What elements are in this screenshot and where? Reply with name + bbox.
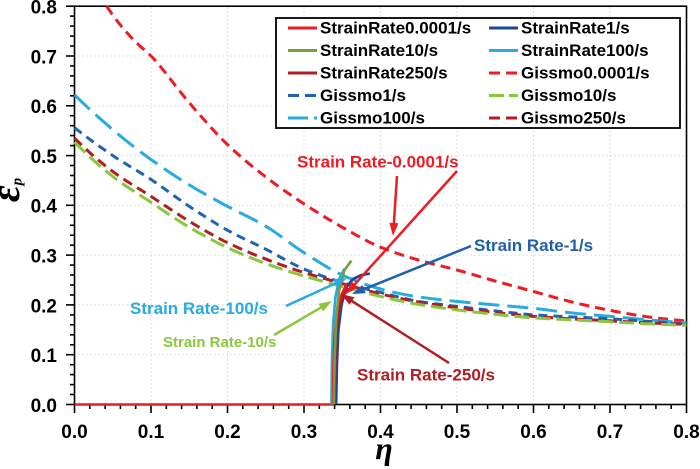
svg-text:Gissmo0.0001/s: Gissmo0.0001/s <box>521 64 650 83</box>
svg-text:0.6: 0.6 <box>31 97 57 118</box>
svg-text:Gissmo250/s: Gissmo250/s <box>521 109 626 128</box>
svg-text:0.7: 0.7 <box>597 422 623 443</box>
svg-text:Strain Rate-10/s: Strain Rate-10/s <box>163 334 276 351</box>
svg-text:0.4: 0.4 <box>367 422 394 443</box>
svg-text:0.1: 0.1 <box>138 422 165 443</box>
svg-text:0.4: 0.4 <box>31 197 58 218</box>
svg-text:0.5: 0.5 <box>444 422 471 443</box>
svg-text:η: η <box>375 430 393 466</box>
svg-text:0.7: 0.7 <box>31 47 57 68</box>
svg-text:Gissmo10/s: Gissmo10/s <box>521 86 616 105</box>
svg-text:0.5: 0.5 <box>31 147 58 168</box>
svg-text:Strain Rate-0.0001/s: Strain Rate-0.0001/s <box>297 153 459 172</box>
svg-text:StrainRate250/s: StrainRate250/s <box>320 64 448 83</box>
svg-text:0.3: 0.3 <box>291 422 317 443</box>
svg-text:StrainRate10/s: StrainRate10/s <box>320 41 438 60</box>
svg-text:0.2: 0.2 <box>31 296 57 317</box>
svg-text:StrainRate100/s: StrainRate100/s <box>521 41 649 60</box>
svg-text:0.0: 0.0 <box>31 396 57 417</box>
svg-text:0.0: 0.0 <box>61 422 87 443</box>
svg-text:Strain Rate-1/s: Strain Rate-1/s <box>474 236 593 255</box>
svg-text:StrainRate1/s: StrainRate1/s <box>521 19 630 38</box>
svg-text:0.2: 0.2 <box>214 422 240 443</box>
svg-text:Strain Rate-250/s: Strain Rate-250/s <box>357 366 495 385</box>
svg-text:Strain Rate-100/s: Strain Rate-100/s <box>130 299 268 318</box>
svg-text:StrainRate0.0001/s: StrainRate0.0001/s <box>320 19 471 38</box>
svg-text:0.8: 0.8 <box>673 422 699 443</box>
svg-text:Gissmo100/s: Gissmo100/s <box>320 109 425 128</box>
svg-text:Gissmo1/s: Gissmo1/s <box>320 86 406 105</box>
svg-text:0.3: 0.3 <box>31 247 57 268</box>
svg-text:0.8: 0.8 <box>31 0 57 19</box>
svg-text:0.6: 0.6 <box>520 422 546 443</box>
svg-text:0.1: 0.1 <box>31 346 58 367</box>
